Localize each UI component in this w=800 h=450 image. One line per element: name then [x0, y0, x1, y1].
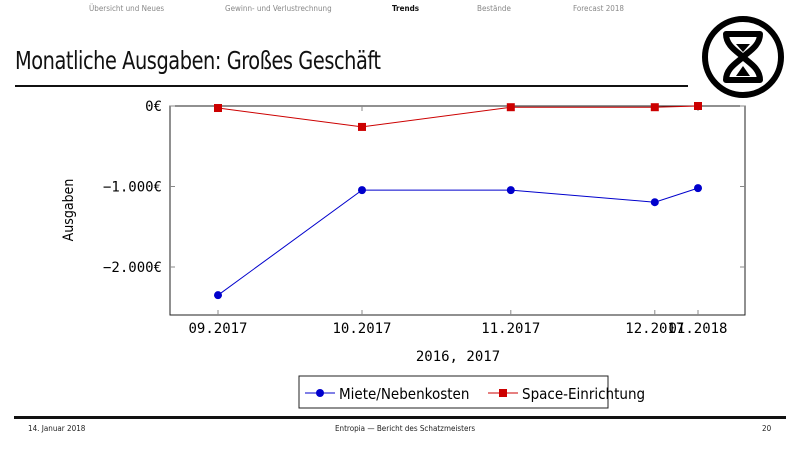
x-tick-label: 10.2017: [332, 321, 391, 337]
series-lines: [214, 102, 702, 300]
hourglass-circle-icon: [702, 16, 784, 98]
data-point: [506, 186, 515, 195]
y-axis: 0€ −1.000€ −2.000€: [103, 99, 745, 276]
nav-item-gewinn-verlust[interactable]: Gewinn- und Verlustrechnung: [225, 4, 332, 13]
title-divider: [15, 85, 688, 87]
nav-item-uebersicht[interactable]: Übersicht und Neues: [89, 4, 165, 13]
footer-divider: [14, 416, 786, 419]
y-axis-label: Ausgaben: [61, 179, 77, 242]
series-line: [217, 105, 699, 128]
nav-item-bestaende[interactable]: Bestände: [477, 4, 511, 13]
series-line: [217, 187, 699, 296]
y-tick-label: −2.000€: [103, 260, 162, 276]
slide-title: Monatliche Ausgaben: Großes Geschäft: [15, 46, 381, 75]
data-point: [506, 103, 515, 112]
legend-label: Miete/Nebenkosten: [339, 385, 469, 403]
section-navigation: Übersicht und Neues Gewinn- und Verlustr…: [0, 4, 800, 18]
data-point: [214, 291, 222, 300]
x-tick-label: 11.2017: [481, 321, 540, 337]
data-point: [694, 102, 702, 110]
legend-label: Space-Einrichtung: [522, 385, 645, 403]
data-point: [650, 103, 659, 112]
x-tick-label: 12.2017: [625, 321, 684, 337]
y-tick-label: 0€: [145, 99, 162, 115]
data-point: [358, 122, 366, 131]
x-tick-label: 09.2017: [188, 321, 247, 337]
page-number: 20: [762, 424, 772, 433]
legend: Miete/Nebenkosten Space-Einrichtung: [298, 375, 645, 409]
data-point: [694, 184, 702, 193]
data-point: [214, 104, 222, 113]
x-axis-label: 2016, 2017: [416, 349, 500, 365]
line-chart: 0€ −1.000€ −2.000€ 09.2017 10.2017 11.2017 12…: [61, 99, 746, 409]
nav-item-trends[interactable]: Trends: [392, 4, 420, 13]
footer-date: 14. Januar 2018: [28, 424, 86, 433]
data-point: [358, 186, 366, 195]
plot-frame: [169, 105, 746, 316]
footer-title: Entropia — Bericht des Schatzmeisters: [335, 424, 476, 433]
nav-item-forecast[interactable]: Forecast 2018: [573, 4, 625, 13]
y-tick-label: −1.000€: [103, 180, 162, 196]
x-tick-label: 01.2018: [668, 321, 727, 337]
data-point: [650, 198, 659, 207]
